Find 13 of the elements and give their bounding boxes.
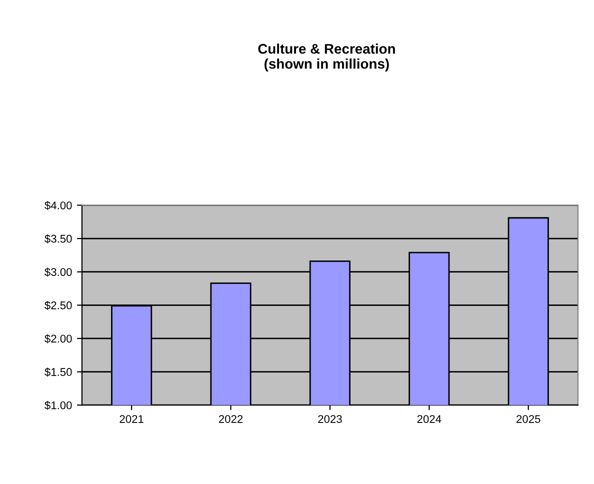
y-tick-label: $2.50 bbox=[44, 300, 72, 310]
chart-title: Culture & Recreation (shown in millions) bbox=[258, 44, 395, 72]
y-tick-label: $4.00 bbox=[44, 201, 72, 210]
x-tick-label: 2022 bbox=[218, 415, 243, 423]
y-tick-label: $3.50 bbox=[44, 234, 72, 244]
y-tick-label: $1.00 bbox=[44, 400, 72, 410]
x-tick-label: 2025 bbox=[516, 415, 540, 423]
y-tick-label: $2.00 bbox=[44, 334, 72, 344]
y-tick-label: $3.00 bbox=[44, 268, 72, 277]
x-tick-label: 2021 bbox=[120, 415, 144, 423]
x-tick-label: 2024 bbox=[417, 415, 442, 423]
x-tick-label: 2023 bbox=[318, 415, 342, 423]
y-tick-label: $1.50 bbox=[44, 368, 72, 377]
